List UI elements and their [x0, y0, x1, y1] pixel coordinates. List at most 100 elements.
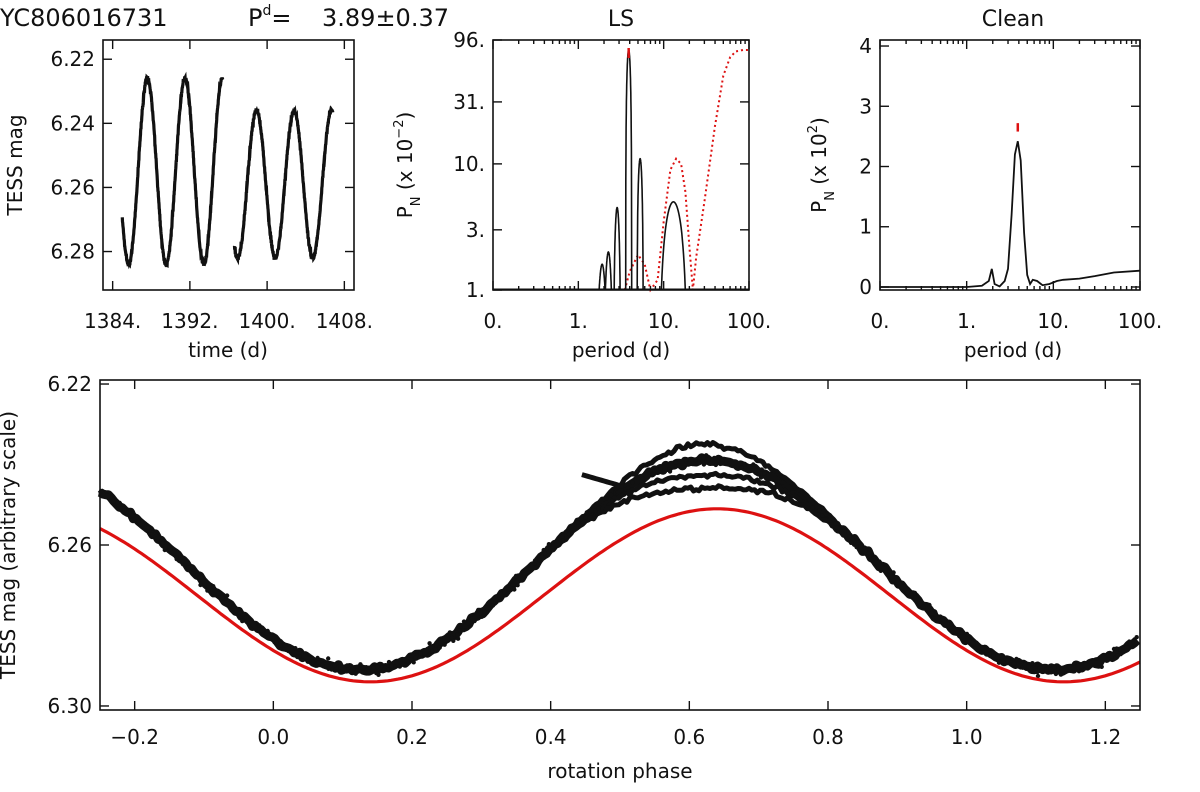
phase-data-point: [817, 508, 822, 513]
phase-data-point: [955, 629, 960, 634]
x-tick-label: 100.: [1118, 309, 1163, 333]
clean-ylabel: PN (x 102): [806, 117, 838, 213]
ls-peak: [624, 48, 633, 291]
phase-data-point: [375, 664, 380, 670]
x-tick-label: 10.: [1037, 309, 1069, 333]
phase-data-point: [1052, 665, 1057, 670]
phase-data-point: [257, 623, 262, 628]
phase-data-point: [701, 455, 706, 460]
phase-data-point: [847, 534, 852, 539]
phase-data-point: [465, 620, 471, 626]
phase-data-point: [1076, 669, 1082, 674]
phase-data-point: [1042, 663, 1047, 669]
phase-data-point: [479, 614, 484, 619]
phase-data-point: [455, 636, 461, 641]
ls-ylabel-rest: (x 10: [393, 139, 417, 197]
x-tick-label: 1408.: [316, 309, 373, 333]
phase-data-point: [515, 583, 520, 588]
phase-data-point: [381, 667, 387, 673]
phase-data-point: [546, 542, 552, 547]
phase-data-point: [1115, 653, 1120, 658]
phase-data-point: [862, 545, 868, 550]
phase-data-strand: [97, 483, 1138, 675]
phase-data-point: [758, 475, 764, 480]
phase-data-point: [411, 660, 416, 665]
phase-data-point: [630, 480, 635, 485]
phase-data-point: [927, 604, 933, 610]
x-tick-label: 10.: [648, 309, 680, 333]
clean-plot: [880, 123, 1141, 288]
phase-data-point: [891, 578, 896, 583]
lightcurve-series-segment: [120, 71, 225, 270]
phase-data-point: [355, 664, 360, 669]
phase-data-point: [224, 593, 230, 598]
x-tick-label: 0.6: [673, 725, 705, 749]
phase-xlabel: rotation phase: [547, 759, 692, 783]
phase-data-point: [282, 643, 287, 648]
phase-data-point: [138, 522, 143, 527]
phase-data-point: [676, 463, 682, 468]
x-tick-label: 1.2: [1089, 725, 1121, 749]
phase-data-point: [451, 638, 456, 643]
phase-data-point: [1033, 666, 1038, 671]
phase-data-point: [986, 647, 991, 653]
phase-data-point: [326, 656, 331, 661]
phase-data-point: [136, 518, 141, 524]
phase-data-point: [693, 457, 698, 463]
phase-data-point: [619, 484, 624, 489]
x-tick-label: 1.0: [951, 725, 983, 749]
phase-data-point: [762, 471, 767, 476]
phase-data-point: [560, 538, 565, 544]
y-tick-label: 10.: [453, 152, 485, 176]
ls-ylabel-close: ): [393, 112, 417, 120]
phase-data-point: [457, 628, 463, 633]
x-tick-label: 1400.: [238, 309, 295, 333]
x-tick-label: 1392.: [161, 309, 218, 333]
phase-data-point: [584, 510, 589, 515]
ls-peak: [598, 263, 606, 291]
ls-panel: LS PN (x 10−2) 0. 1. 10. 100.1.3.10.31.96. …: [392, 7, 771, 362]
phase-data-point: [220, 595, 225, 600]
phase-data-point: [905, 590, 910, 595]
phase-data-point: [237, 610, 243, 615]
period-value: 3.89±0.37: [322, 4, 449, 32]
ls-ylabel-sub: N: [409, 197, 424, 207]
phase-data-point: [834, 525, 840, 530]
phase-data-point: [583, 515, 588, 520]
phase-data-point: [211, 584, 216, 589]
phase-data-point: [118, 506, 124, 511]
phase-axes: −0.2 0.0 0.2 0.4 0.6 0.8 1.0 1.2 6.22 6.26 6.30: [47, 372, 1140, 749]
phase-data-point: [720, 458, 725, 464]
phase-data-point: [939, 617, 945, 622]
phase-data-point: [810, 505, 815, 510]
phase-data-point: [489, 599, 494, 605]
phase-data-point: [174, 555, 179, 560]
x-tick-label: 0.: [483, 309, 502, 333]
phase-data-point: [1004, 658, 1010, 664]
phase-data-point: [713, 456, 718, 461]
y-tick-label: 6.30: [47, 694, 92, 718]
lightcurve-plot: [120, 71, 335, 270]
phase-data-point: [856, 540, 861, 545]
phase-data-point: [295, 654, 300, 660]
phase-data-point: [751, 462, 756, 467]
phase-data-point: [358, 662, 363, 667]
phase-data-point: [593, 508, 598, 513]
phase-data-point: [687, 461, 692, 466]
phase-data-point: [397, 664, 402, 669]
phase-panel: TESS mag (arbitrary scale) −0.2 0.0 0.2 0.4…: [0, 372, 1141, 783]
phase-data-point: [482, 609, 487, 614]
phase-data-point: [871, 556, 876, 561]
phase-data-point: [566, 531, 571, 537]
phase-data-point: [216, 591, 221, 596]
phase-data-point: [243, 615, 249, 620]
phase-data-point: [996, 660, 1002, 665]
phase-data-point: [1072, 661, 1077, 666]
phase-data-point: [418, 651, 423, 656]
phase-data-point: [949, 621, 954, 627]
x-tick-label: 1384.: [84, 309, 141, 333]
phase-data-point: [344, 663, 350, 668]
phase-data-point: [640, 476, 646, 481]
phase-data-point: [673, 460, 678, 465]
phase-data-point: [1127, 642, 1133, 647]
